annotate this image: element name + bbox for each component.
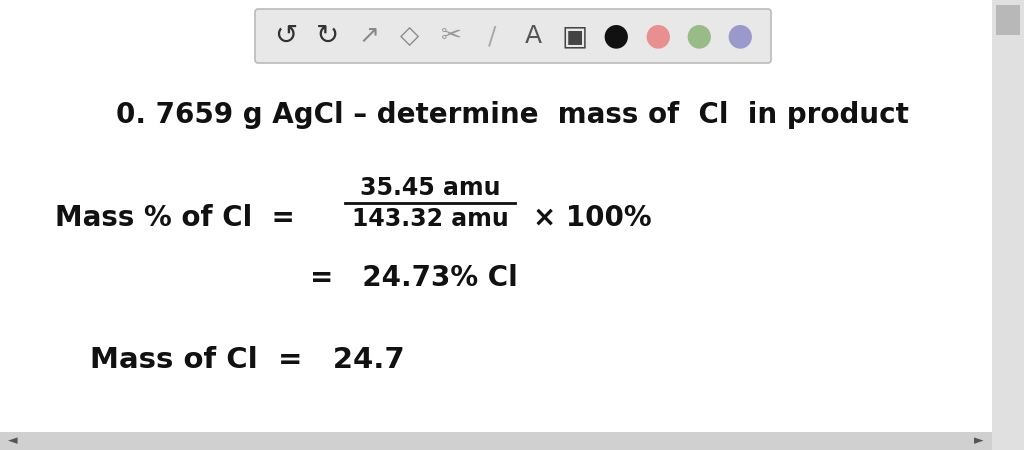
Text: /: / — [488, 24, 497, 48]
Text: ↺: ↺ — [274, 22, 298, 50]
Text: ↗: ↗ — [358, 24, 379, 48]
Text: 35.45 amu: 35.45 amu — [359, 176, 501, 200]
Text: A: A — [525, 24, 542, 48]
Text: ●: ● — [727, 22, 754, 50]
Text: 143.32 amu: 143.32 amu — [351, 207, 508, 231]
Text: 0. 7659 g AgCl – determine  mass of  Cl  in product: 0. 7659 g AgCl – determine mass of Cl in… — [116, 101, 908, 129]
Text: ●: ● — [644, 22, 671, 50]
FancyBboxPatch shape — [255, 9, 771, 63]
Text: ►: ► — [975, 435, 984, 447]
Text: ✂: ✂ — [440, 24, 462, 48]
Text: Mass of Cl  =   24.7: Mass of Cl = 24.7 — [90, 346, 404, 374]
Bar — [0, 432, 992, 450]
Text: ↻: ↻ — [315, 22, 339, 50]
Bar — [996, 5, 1020, 35]
Bar — [992, 0, 1024, 450]
Text: Mass % of Cl  =: Mass % of Cl = — [55, 204, 295, 232]
Text: ●: ● — [685, 22, 712, 50]
Text: × 100%: × 100% — [534, 204, 651, 232]
Text: =   24.73% Cl: = 24.73% Cl — [310, 264, 518, 292]
Text: ●: ● — [603, 22, 630, 50]
Text: ▣: ▣ — [562, 22, 588, 50]
Text: ◄: ◄ — [8, 435, 17, 447]
Text: ◇: ◇ — [400, 24, 420, 48]
